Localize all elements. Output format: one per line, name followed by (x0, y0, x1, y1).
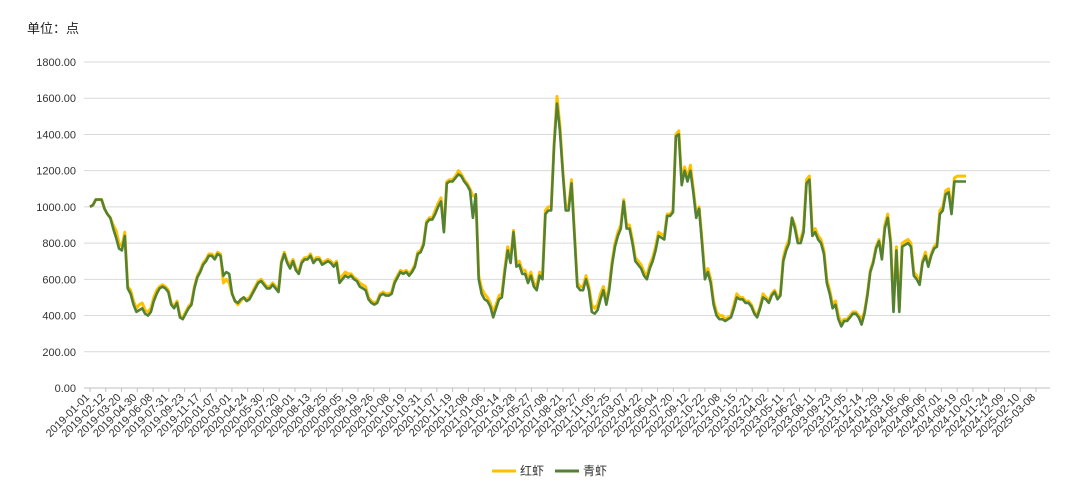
y-tick-label: 800.00 (42, 238, 76, 250)
legend-label: 红虾 (520, 463, 544, 478)
y-tick-label: 0.00 (55, 383, 76, 395)
legend-label: 青虾 (583, 464, 607, 478)
y-tick-label: 200.00 (42, 347, 76, 359)
y-tick-label: 1000.00 (36, 202, 76, 214)
series-line-green-shrimp (89, 102, 966, 328)
y-tick-label: 400.00 (42, 311, 76, 323)
y-tick-label: 1200.00 (36, 166, 76, 178)
y-tick-label: 600.00 (42, 274, 76, 286)
y-tick-label: 1800.00 (36, 57, 76, 69)
series-line-red-shrimp (89, 94, 966, 325)
unit-label: 单位：点 (27, 22, 80, 37)
y-tick-label: 1400.00 (36, 129, 76, 141)
y-tick-label: 1600.00 (36, 93, 76, 105)
